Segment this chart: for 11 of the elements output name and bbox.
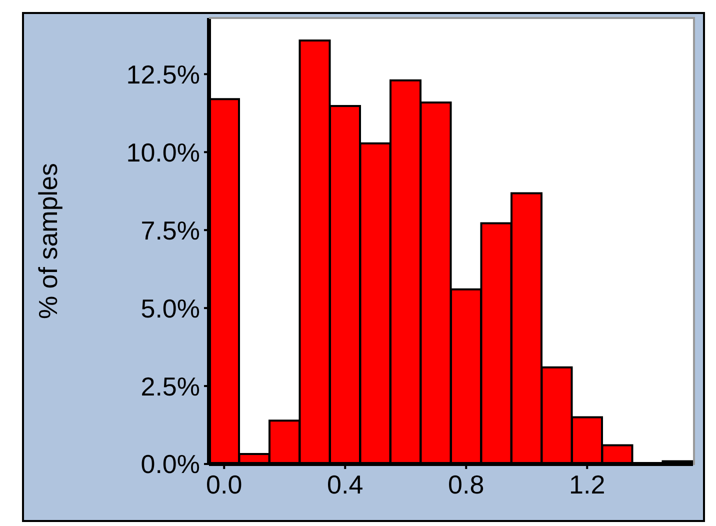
y-tick-label: 5.0%: [140, 293, 200, 324]
y-tick-label: 12.5%: [126, 59, 200, 90]
y-axis-title: % of samples: [33, 162, 64, 320]
x-tick-label: 1.2: [569, 469, 606, 500]
y-tick-label: 2.5%: [140, 371, 200, 402]
y-tick-label: 7.5%: [140, 215, 200, 246]
y-tick-label: 0.0%: [140, 449, 200, 480]
x-tick-label: 0.4: [327, 469, 364, 500]
x-tick-label: 0.0: [206, 469, 242, 500]
x-tick-label: 0.8: [448, 469, 484, 500]
y-tick-label: 10.0%: [126, 137, 200, 168]
